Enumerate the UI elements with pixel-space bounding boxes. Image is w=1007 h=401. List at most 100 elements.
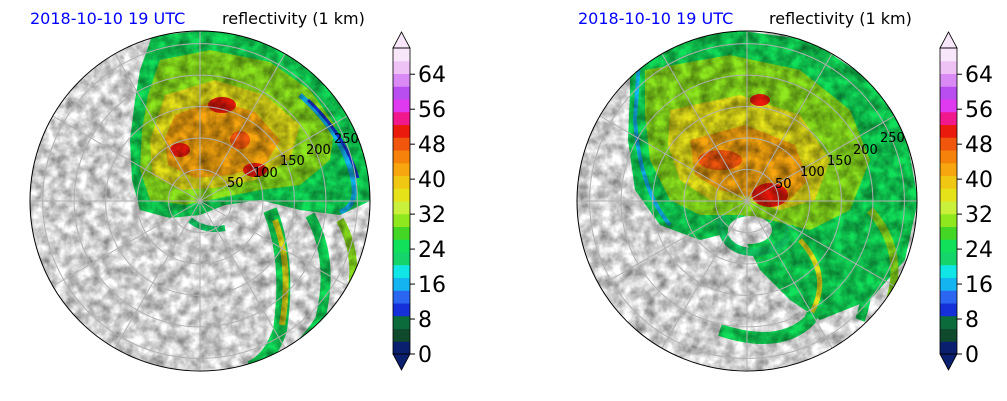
colorbar-segment bbox=[940, 137, 957, 151]
radial-spoke bbox=[114, 53, 201, 202]
radial-spoke bbox=[599, 115, 748, 202]
range-label-150: 150 bbox=[280, 154, 305, 169]
range-label-250: 250 bbox=[334, 132, 359, 147]
colorbar-segment bbox=[940, 315, 957, 329]
panel-right-range-labels: 50 100 150 200 250 bbox=[775, 131, 905, 192]
colorbar-segment bbox=[393, 124, 410, 138]
panel-left-gridlines bbox=[30, 31, 370, 371]
colorbar-tick-label: 48 bbox=[965, 133, 993, 158]
colorbar-tick-label: 16 bbox=[418, 273, 446, 298]
colorbar-segment bbox=[393, 341, 410, 355]
colorbar-segment bbox=[393, 162, 410, 176]
colorbar-segment bbox=[940, 73, 957, 87]
colorbar-segment bbox=[393, 73, 410, 87]
colorbar-tick-label: 56 bbox=[418, 98, 446, 123]
radial-spoke bbox=[746, 200, 833, 349]
colorbar-segment bbox=[940, 239, 957, 253]
radial-spoke bbox=[661, 53, 748, 202]
colorbar-segment bbox=[393, 99, 410, 113]
panel-right-gridlines bbox=[577, 31, 917, 371]
colorbar-segment bbox=[393, 303, 410, 317]
colorbar-tick-label: 16 bbox=[965, 273, 993, 298]
radial-spoke bbox=[746, 200, 895, 287]
panel-right-field: reflectivity (1 km) bbox=[769, 9, 912, 28]
colorbar-segment bbox=[393, 188, 410, 202]
colorbar-segment bbox=[393, 328, 410, 342]
colorbar-segment bbox=[393, 137, 410, 151]
colorbar-segment bbox=[393, 150, 410, 164]
colorbar-segment bbox=[393, 213, 410, 227]
radial-spoke bbox=[199, 115, 348, 202]
panel-left-colorbar: 0 8 16 24 32 40 48 56 64 bbox=[392, 31, 446, 371]
panel-right: 2018-10-10 19 UTC reflectivity (1 km) 50… bbox=[576, 9, 993, 372]
radial-spoke bbox=[599, 200, 748, 287]
colorbar-tick-label: 24 bbox=[965, 238, 993, 263]
radial-spoke bbox=[114, 200, 201, 349]
colorbar-tick-label: 0 bbox=[965, 343, 979, 368]
colorbar-extend-max bbox=[939, 31, 958, 49]
colorbar-segment bbox=[940, 48, 957, 62]
colorbar-segment bbox=[393, 60, 410, 74]
colorbar-segment bbox=[393, 175, 410, 189]
colorbar-segment bbox=[940, 213, 957, 227]
radial-spoke bbox=[52, 115, 201, 202]
colorbar-tick-label: 64 bbox=[418, 63, 446, 88]
radial-spoke bbox=[199, 200, 286, 349]
colorbar-segment bbox=[940, 99, 957, 113]
colorbar-segment bbox=[940, 86, 957, 100]
colorbar-segment bbox=[393, 264, 410, 278]
panel-left-date: 2018-10-10 19 UTC bbox=[30, 9, 185, 28]
range-label-150: 150 bbox=[827, 154, 852, 169]
colorbar-segment bbox=[940, 124, 957, 138]
colorbar-segment bbox=[393, 315, 410, 329]
range-label-50: 50 bbox=[227, 176, 244, 191]
colorbar-tick-label: 64 bbox=[965, 63, 993, 88]
colorbar-segment bbox=[393, 201, 410, 215]
colorbar-segment bbox=[940, 111, 957, 125]
radial-spoke bbox=[746, 53, 833, 202]
colorbar-tick-label: 48 bbox=[418, 133, 446, 158]
colorbar-tick-label: 32 bbox=[965, 203, 993, 228]
panel-left-range-labels: 50 100 150 200 250 bbox=[227, 132, 359, 191]
colorbar-segment bbox=[940, 341, 957, 355]
colorbar-tick-label: 40 bbox=[418, 168, 446, 193]
colorbar-segment bbox=[940, 290, 957, 304]
colorbar-segment bbox=[940, 150, 957, 164]
colorbar-segment bbox=[940, 60, 957, 74]
colorbar-segment bbox=[940, 252, 957, 266]
colorbar-segment bbox=[393, 86, 410, 100]
colorbar-segment bbox=[393, 239, 410, 253]
colorbar-tick-label: 32 bbox=[418, 203, 446, 228]
colorbar-extend-min bbox=[939, 353, 958, 371]
colorbar-segment bbox=[940, 175, 957, 189]
colorbar-frame bbox=[392, 47, 411, 355]
range-label-200: 200 bbox=[853, 143, 878, 158]
panel-left-boundary bbox=[29, 30, 371, 372]
panel-right-date: 2018-10-10 19 UTC bbox=[578, 9, 733, 28]
range-label-200: 200 bbox=[306, 143, 331, 158]
colorbar-tick-label: 24 bbox=[418, 238, 446, 263]
radial-spoke bbox=[661, 200, 748, 349]
range-label-50: 50 bbox=[775, 177, 792, 192]
colorbar-segment bbox=[393, 48, 410, 62]
range-label-250: 250 bbox=[880, 131, 905, 146]
colorbar-segment bbox=[393, 226, 410, 240]
colorbar-segment bbox=[940, 201, 957, 215]
radial-spoke bbox=[746, 115, 895, 202]
panel-right-colorbar: 0 8 16 24 32 40 48 56 64 bbox=[939, 31, 993, 371]
colorbar-extend-max bbox=[392, 31, 411, 49]
range-label-100: 100 bbox=[800, 165, 825, 180]
colorbar-segment bbox=[940, 303, 957, 317]
colorbar-segment bbox=[940, 264, 957, 278]
radial-spoke bbox=[52, 200, 201, 287]
colorbar-segment bbox=[393, 111, 410, 125]
colorbar-tick-label: 40 bbox=[965, 168, 993, 193]
colorbar-segment bbox=[940, 188, 957, 202]
colorbar-segment bbox=[393, 277, 410, 291]
colorbar-segment bbox=[940, 277, 957, 291]
panel-left-field: reflectivity (1 km) bbox=[222, 9, 365, 28]
colorbar-frame bbox=[939, 47, 958, 355]
colorbar-extend-min bbox=[392, 353, 411, 371]
colorbar-segment bbox=[393, 290, 410, 304]
